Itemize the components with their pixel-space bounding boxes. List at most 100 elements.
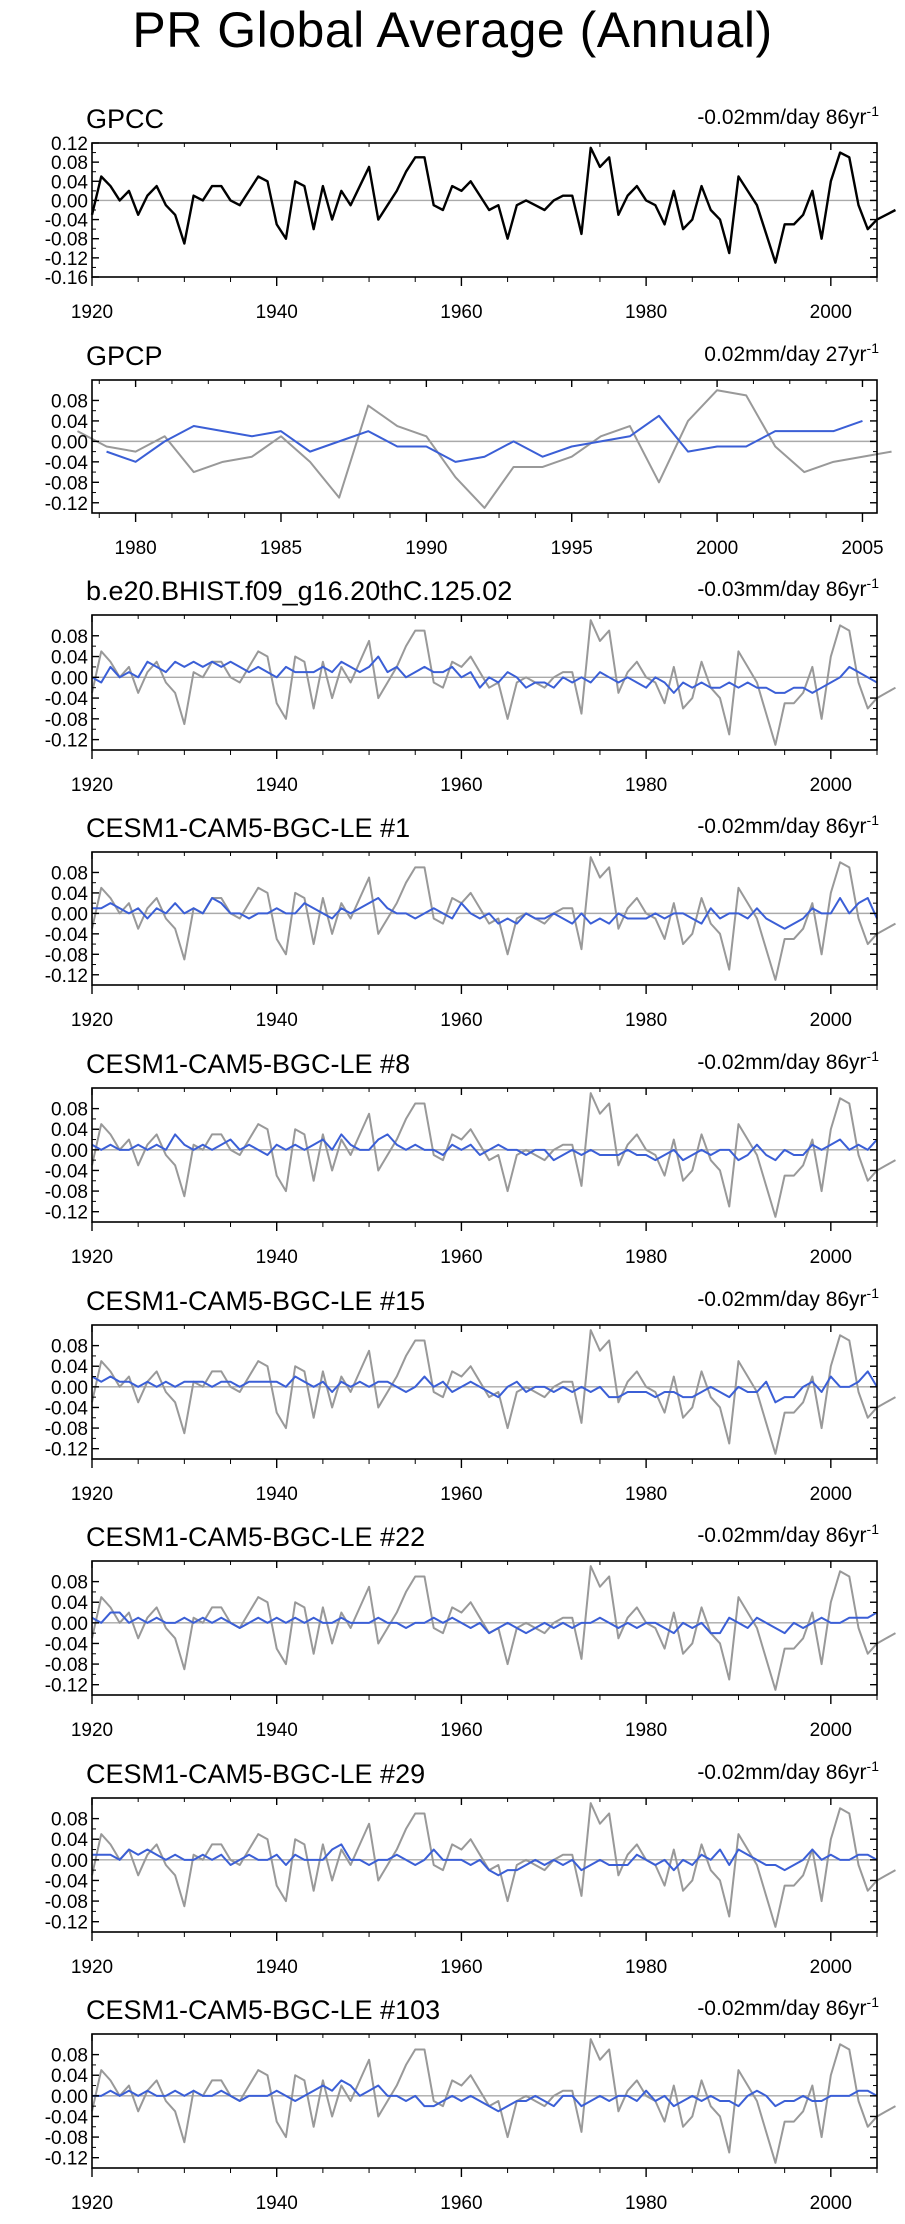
y-tick-label: 0.04: [51, 1830, 88, 1851]
y-tick-label: 0.08: [51, 1100, 88, 1121]
y-tick-label: -0.04: [45, 925, 89, 946]
y-tick-label: -0.08: [45, 1182, 88, 1203]
series-line-obs_ref: [91, 619, 896, 746]
series-line-obs: [90, 146, 897, 264]
x-tick-label: 2000: [810, 1957, 852, 1978]
y-tick-label: 0.00: [51, 2087, 88, 2108]
y-tick-label: 0.04: [51, 648, 88, 669]
x-tick-label: 1940: [256, 775, 298, 796]
y-tick-label: -0.12: [45, 249, 88, 270]
y-tick-label: -0.12: [45, 966, 88, 987]
y-tick-label: -0.12: [45, 494, 88, 515]
y-tick-label: -0.08: [45, 1892, 88, 1913]
x-tick-label: 1980: [625, 1484, 667, 1505]
y-tick-label: -0.04: [45, 453, 89, 474]
series-line-model: [92, 1843, 878, 1877]
x-tick-label: 1920: [71, 1720, 113, 1741]
y-tick-label: 0.04: [51, 1357, 88, 1378]
y-tick-label: 0.00: [51, 1614, 88, 1635]
x-tick-label: 1940: [256, 1484, 298, 1505]
chart-panel-4: CESM1-CAM5-BGC-LE #1 -0.02mm/day 86yr-1 0.…: [45, 812, 896, 1031]
y-tick-label: -0.04: [45, 1871, 89, 1892]
plot-frame: [91, 1797, 878, 1933]
trend-label: -0.02mm/day 86yr-1: [697, 1758, 879, 1784]
x-tick-label: 1980: [625, 2193, 667, 2214]
chart-panel-3: b.e20.BHIST.f09_g16.20thC.125.02 -0.03mm/…: [45, 575, 896, 796]
panel-title: CESM1-CAM5-BGC-LE #103: [86, 1995, 440, 2025]
y-tick-label: -0.04: [45, 2107, 89, 2128]
panel-title: b.e20.BHIST.f09_g16.20thC.125.02: [86, 576, 512, 606]
x-tick-label: 1920: [71, 2193, 113, 2214]
x-tick-label: 2000: [810, 1247, 852, 1268]
y-tick-label: -0.08: [45, 473, 88, 494]
y-tick-label: 0.08: [51, 1337, 88, 1358]
y-tick-label: 0.00: [51, 432, 88, 453]
chart-panel-2: GPCP 0.02mm/day 27yr-10.080.040.00-0.04-0…: [45, 340, 892, 559]
y-tick-label: -0.04: [45, 1161, 89, 1182]
chart-panel-7: CESM1-CAM5-BGC-LE #22 -0.02mm/day 86yr-1 0…: [45, 1521, 896, 1741]
y-tick-label: 0.08: [51, 391, 88, 412]
y-tick-label: 0.00: [51, 1378, 88, 1399]
chart-panel-1: GPCC -0.02mm/day 86yr-10.120.080.040.00-0…: [45, 103, 897, 323]
x-tick-label: 1920: [71, 1484, 113, 1505]
y-tick-label: -0.12: [45, 2149, 88, 2170]
y-tick-label: -0.04: [45, 211, 89, 232]
series-line-model: [92, 2079, 878, 2113]
x-tick-label: 1940: [256, 1957, 298, 1978]
series-line-model: [91, 655, 878, 694]
x-tick-label: 1960: [440, 1720, 482, 1741]
trend-label: -0.02mm/day 86yr-1: [697, 103, 879, 129]
y-tick-label: -0.08: [45, 2128, 88, 2149]
y-tick-label: -0.12: [45, 1440, 88, 1461]
series-line-model: [106, 414, 863, 463]
trend-label: -0.02mm/day 86yr-1: [697, 1994, 879, 2020]
series-line-obs_ref: [91, 2038, 896, 2164]
chart-panel-5: CESM1-CAM5-BGC-LE #8 -0.02mm/day 86yr-1 0.…: [45, 1048, 896, 1268]
chart-panel-8: CESM1-CAM5-BGC-LE #29 -0.02mm/day 86yr-1 0…: [45, 1758, 896, 1978]
chart-panel-9: CESM1-CAM5-BGC-LE #103 -0.02mm/day 86yr-1…: [45, 1994, 896, 2214]
y-tick-label: -0.08: [45, 710, 88, 731]
x-tick-label: 1960: [440, 1484, 482, 1505]
y-tick-label: 0.04: [51, 884, 88, 905]
y-tick-label: -0.16: [45, 268, 88, 289]
y-tick-label: -0.04: [45, 1398, 89, 1419]
y-tick-label: -0.08: [45, 1419, 88, 1440]
y-tick-label: 0.00: [51, 668, 88, 689]
x-tick-label: 1940: [256, 2193, 298, 2214]
x-tick-label: 1960: [440, 302, 482, 323]
trend-label: -0.02mm/day 86yr-1: [697, 812, 879, 838]
series-line-model: [91, 1611, 878, 1635]
x-tick-label: 2000: [810, 2193, 852, 2214]
panel-title: CESM1-CAM5-BGC-LE #8: [86, 1049, 410, 1079]
y-tick-label: -0.08: [45, 945, 88, 966]
x-tick-label: 1920: [71, 1247, 113, 1268]
x-tick-label: 1960: [440, 1957, 482, 1978]
y-tick-label: 0.00: [51, 904, 88, 925]
x-tick-label: 1980: [625, 302, 667, 323]
x-tick-label: 2000: [696, 538, 738, 559]
y-tick-label: 0.08: [51, 153, 88, 174]
x-tick-label: 1920: [71, 302, 113, 323]
plot-frame: [91, 851, 878, 986]
x-tick-label: 1980: [625, 1957, 667, 1978]
x-tick-label: 1995: [551, 538, 593, 559]
series-line-obs_ref: [91, 1092, 896, 1218]
x-tick-label: 1980: [625, 1720, 667, 1741]
y-tick-label: -0.12: [45, 1913, 88, 1934]
x-tick-label: 1980: [625, 1247, 667, 1268]
panel-title: CESM1-CAM5-BGC-LE #15: [86, 1286, 425, 1316]
y-tick-label: 0.04: [51, 412, 88, 433]
chart-panel-6: CESM1-CAM5-BGC-LE #15 -0.02mm/day 86yr-1 0…: [45, 1285, 896, 1505]
trend-label: -0.03mm/day 86yr-1: [697, 575, 879, 601]
x-tick-label: 1940: [256, 1010, 298, 1031]
plot-frame: [91, 1087, 878, 1223]
x-tick-label: 1940: [256, 1720, 298, 1741]
x-tick-label: 1920: [71, 775, 113, 796]
x-tick-label: 1980: [625, 1010, 667, 1031]
x-tick-label: 1980: [625, 775, 667, 796]
x-tick-label: 1960: [440, 2193, 482, 2214]
x-tick-label: 2000: [810, 1720, 852, 1741]
y-tick-label: 0.08: [51, 2046, 88, 2067]
